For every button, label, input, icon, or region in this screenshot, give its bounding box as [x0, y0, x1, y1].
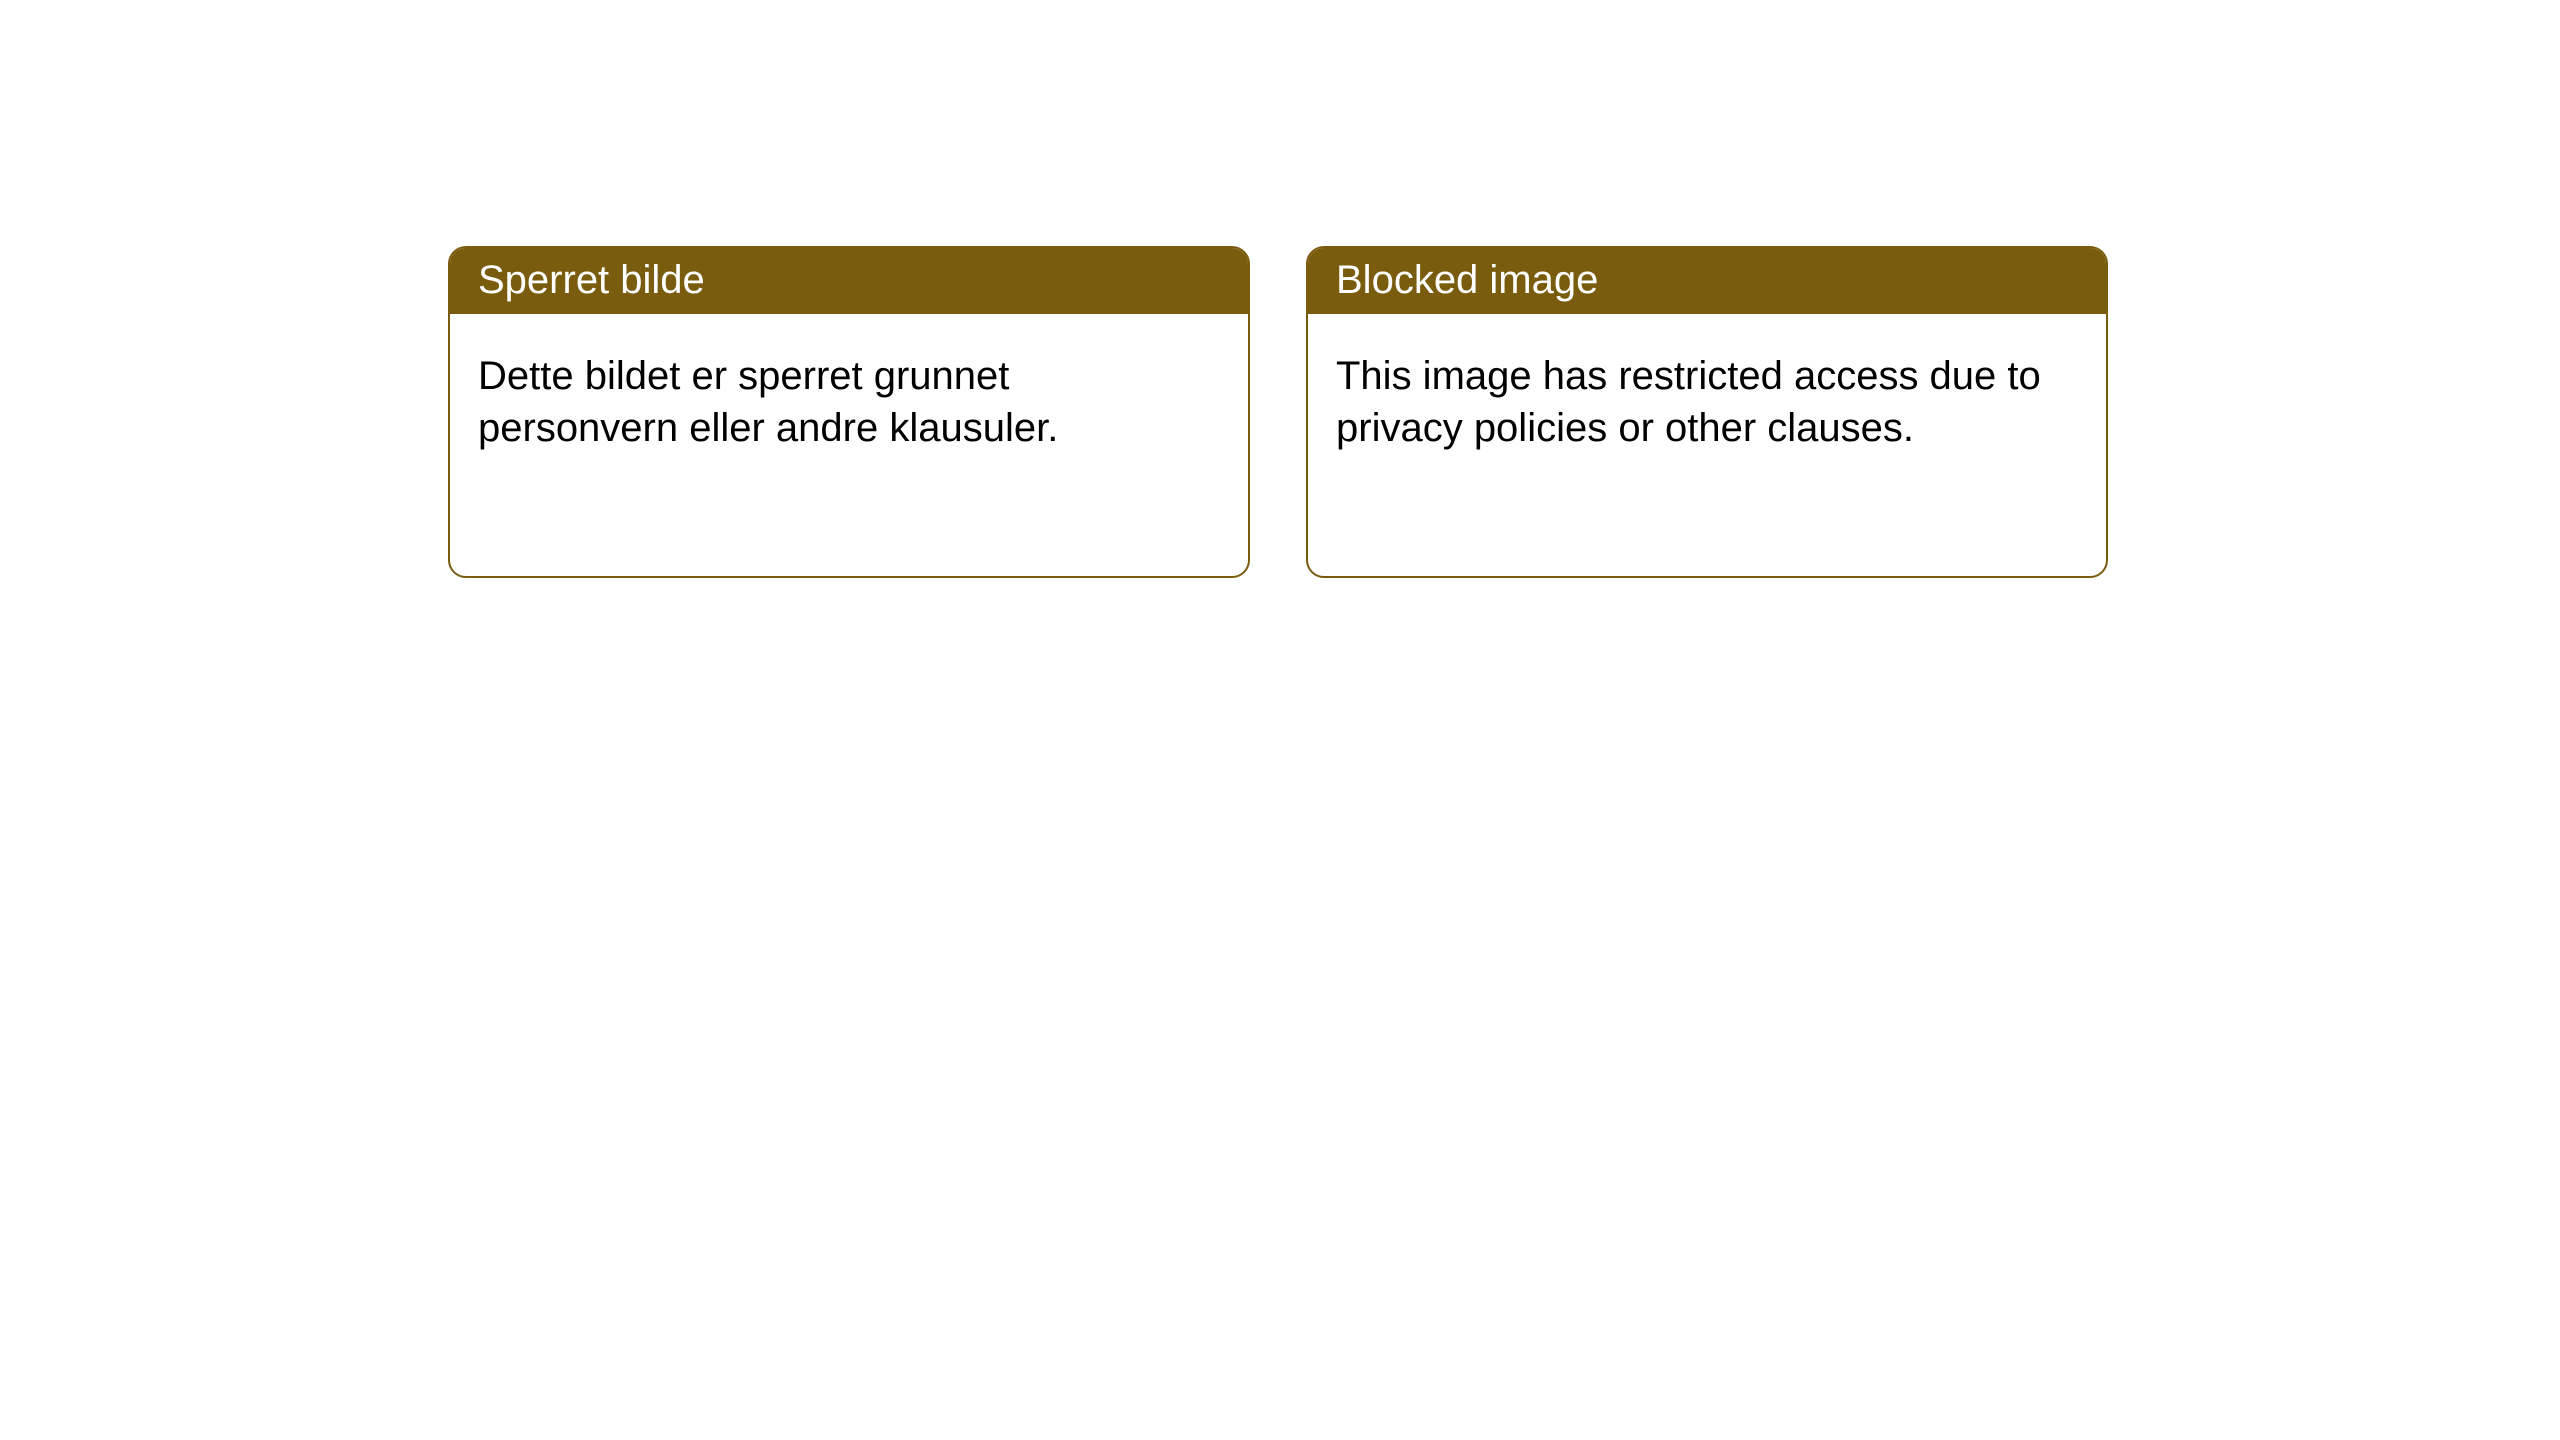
notice-container: Sperret bilde Dette bildet er sperret gr… — [0, 0, 2560, 578]
card-body: Dette bildet er sperret grunnet personve… — [450, 314, 1248, 482]
card-header: Sperret bilde — [450, 248, 1248, 314]
card-header: Blocked image — [1308, 248, 2106, 314]
card-title: Blocked image — [1336, 258, 1598, 302]
notice-card-english: Blocked image This image has restricted … — [1306, 246, 2108, 578]
card-message: Dette bildet er sperret grunnet personve… — [478, 354, 1058, 450]
notice-card-norwegian: Sperret bilde Dette bildet er sperret gr… — [448, 246, 1250, 578]
card-title: Sperret bilde — [478, 258, 705, 302]
card-message: This image has restricted access due to … — [1336, 354, 2041, 450]
card-body: This image has restricted access due to … — [1308, 314, 2106, 482]
